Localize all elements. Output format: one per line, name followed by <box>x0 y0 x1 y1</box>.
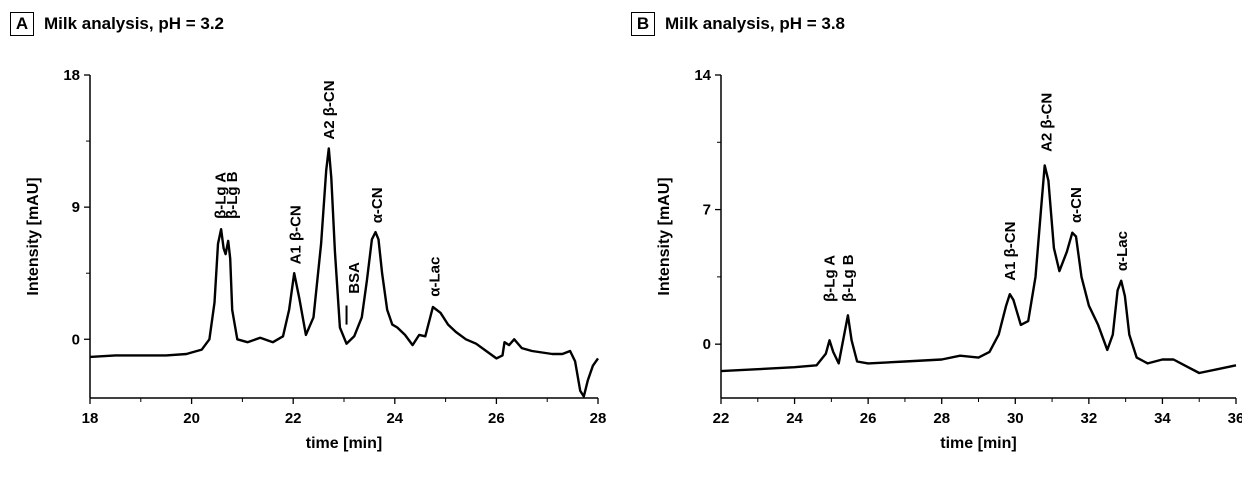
peak-label: A1 β-CN <box>1002 222 1019 281</box>
y-axis-label: Intensity [mAU] <box>25 177 42 295</box>
x-tick-label: 32 <box>1081 410 1098 427</box>
x-tick-label: 26 <box>860 410 877 427</box>
peak-label: β-Lg B <box>840 254 857 302</box>
x-tick-label: 30 <box>1007 410 1024 427</box>
x-axis-label: time [min] <box>940 435 1016 452</box>
panel-letter: A <box>10 12 34 36</box>
chart-panel-a: A Milk analysis, pH = 3.2 18 20 22 24 26 28 0 9… <box>10 12 607 452</box>
x-tick-label: 24 <box>386 410 403 427</box>
peak-label: α-CN <box>369 187 386 223</box>
y-tick-label: 9 <box>72 199 80 216</box>
panel-letter: B <box>631 12 655 36</box>
x-tick-label: 26 <box>488 410 505 427</box>
peak-label: A2 β-CN <box>1039 93 1056 152</box>
x-tick-label: 22 <box>285 410 302 427</box>
x-tick-label: 28 <box>590 410 607 427</box>
y-tick-label: 0 <box>703 336 711 353</box>
x-tick-label: 28 <box>933 410 950 427</box>
chart-panel-b: B Milk analysis, pH = 3.8 22 24 26 28 30 32 34… <box>621 0 1242 477</box>
y-tick-label: 18 <box>63 67 80 84</box>
chart-title: Milk analysis, pH = 3.2 <box>44 14 225 33</box>
chart-title: Milk analysis, pH = 3.8 <box>665 14 846 33</box>
y-tick-label: 0 <box>72 331 80 348</box>
peak-label: α-Lac <box>426 257 443 297</box>
series-line <box>89 147 599 398</box>
peak-label: A1 β-CN <box>288 205 305 264</box>
peak-label: β-Lg A <box>213 172 230 219</box>
x-tick-label: 22 <box>713 410 730 427</box>
x-tick-label: 18 <box>82 410 99 427</box>
panel-header: A Milk analysis, pH = 3.2 <box>10 12 224 36</box>
peak-label: α-Lac <box>1114 231 1131 271</box>
peak-label: β-Lg B <box>224 171 241 219</box>
peak-label: α-CN <box>1068 187 1085 223</box>
peak-label: β-Lg A <box>822 255 839 302</box>
y-tick-label: 7 <box>703 202 711 219</box>
x-tick-label: 34 <box>1154 410 1171 427</box>
chromatogram-plot-b: 22 24 26 28 30 32 34 36 0 7 14 time [min] Intensity … <box>656 67 1242 452</box>
x-tick-label: 24 <box>786 410 803 427</box>
peak-label: A2 β-CN <box>321 80 338 139</box>
x-tick-label: 36 <box>1228 410 1242 427</box>
x-tick-label: 20 <box>183 410 200 427</box>
x-axis-label: time [min] <box>306 435 382 452</box>
y-axis-label: Intensity [mAU] <box>656 177 673 295</box>
series-line <box>720 164 1237 375</box>
peak-label: BSA <box>346 262 363 294</box>
y-tick-label: 14 <box>694 67 711 84</box>
chromatogram-plot-a: 18 20 22 24 26 28 0 9 18 time [min] Intensity [mAU… <box>25 67 607 452</box>
panel-header: B Milk analysis, pH = 3.8 <box>631 12 845 36</box>
